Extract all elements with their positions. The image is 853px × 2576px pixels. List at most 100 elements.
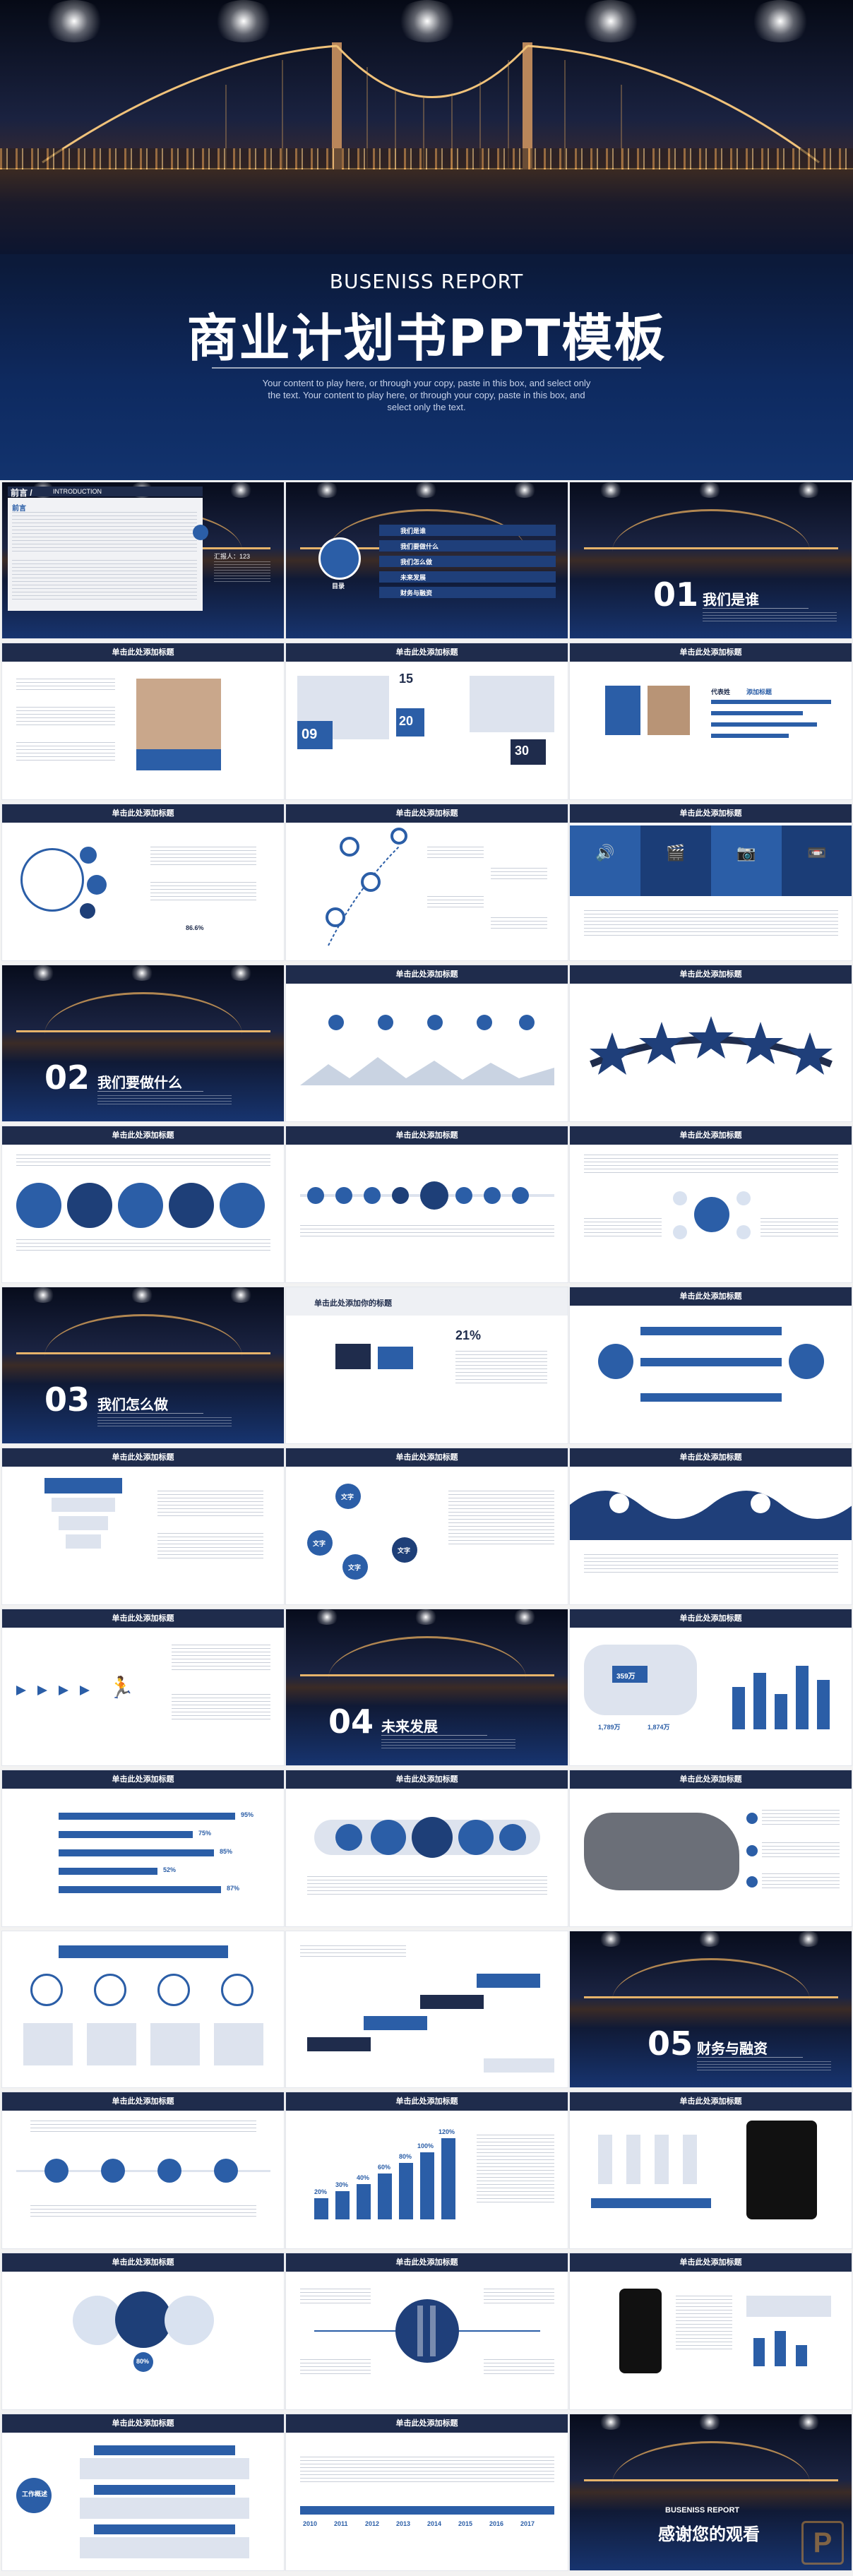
slide-staircase[interactable] — [285, 1931, 568, 2088]
number: 30 — [515, 744, 530, 758]
slide-hub-lines[interactable]: 单击此处添加标题 — [285, 2253, 568, 2410]
toc-item[interactable]: 财务与融资 — [400, 590, 433, 597]
year-label: 2013 — [396, 2520, 411, 2527]
world-map — [584, 1813, 739, 1890]
slide-tablet[interactable]: 单击此处添加标题 — [569, 2092, 852, 2249]
slide-closing[interactable]: BUSENISS REPORT 感谢您的观看 — [569, 2414, 852, 2571]
slide-icons[interactable]: 单击此处添加标题 🔊 🎬 📷 📼 — [569, 804, 852, 961]
slide-growth-bars[interactable]: 单击此处添加标题 20% 30% 40% 60% 80% 100% 120% — [285, 2092, 568, 2249]
slide-title: 单击此处添加标题 — [286, 2414, 568, 2433]
section-text — [97, 1095, 232, 1107]
slide-wave[interactable]: 单击此处添加标题 — [569, 1448, 852, 1605]
slide-title: 单击此处添加标题 — [2, 804, 284, 823]
percent-label: 52% — [163, 1866, 177, 1873]
number: 20 — [399, 714, 414, 728]
toc-item[interactable]: 我们要做什么 — [400, 543, 439, 550]
slide-toc[interactable]: 目录 我们是谁 我们要做什么 我们怎么做 未来发展 财务与融资 — [285, 482, 568, 639]
slide-section-4[interactable]: 04 未来发展 — [285, 1609, 568, 1766]
slide-pill-circles[interactable]: 单击此处添加标题 — [285, 1770, 568, 1927]
slide-title: 单击此处添加标题 — [286, 2092, 568, 2111]
year-label: 2015 — [458, 2520, 473, 2527]
toc-item[interactable]: 未来发展 — [400, 574, 426, 581]
slide-title: 单击此处添加标题 — [286, 1448, 568, 1467]
bubble-label: 文字 — [313, 1540, 326, 1547]
slide-runner[interactable]: 单击此处添加标题 🏃 — [1, 1609, 285, 1766]
slide-circle-chain[interactable]: 单击此处添加标题 — [1, 1126, 285, 1283]
intro-lead: 前言 — [12, 505, 26, 513]
slide-world-map[interactable]: 单击此处添加标题 — [569, 1770, 852, 1927]
slide-hub[interactable]: 单击此处添加标题 — [569, 1126, 852, 1283]
slide-bubbles[interactable]: 单击此处添加标题 文字 文字 文字 文字 — [285, 1448, 568, 1605]
slide-title: 单击此处添加标题 — [286, 1126, 568, 1145]
slide-circle-photos[interactable]: 单击此处添加标题 86.6% — [1, 804, 285, 961]
slide-devices[interactable]: 单击此处添加你的标题 21% — [285, 1287, 568, 1444]
slide-pins[interactable]: 单击此处添加标题 — [285, 804, 568, 961]
slide-title: 单击此处添加标题 — [570, 1609, 852, 1628]
percent-value: 80% — [136, 2358, 150, 2365]
slide-section-5[interactable]: 05 财务与融资 — [569, 1931, 852, 2088]
closing-subtitle: BUSENISS REPORT — [665, 2506, 740, 2515]
camera-icon: 📷 — [736, 844, 756, 861]
slide-timeline[interactable]: 单击此处添加标题 2010 2011 2012 2013 2014 2015 2… — [285, 2414, 568, 2571]
profile-name: 代表姓 — [711, 688, 731, 696]
intro-text — [12, 560, 197, 602]
slide-title: 单击此处添加标题 — [286, 1770, 568, 1789]
section-text — [97, 1417, 232, 1429]
slide-section-1[interactable]: 01 我们是谁 — [569, 482, 852, 639]
water-reflection — [0, 169, 853, 254]
hero-description: Your content to play here, or through yo… — [262, 378, 591, 412]
section-name: 我们是谁 — [703, 592, 759, 608]
toc-item[interactable]: 我们怎么做 — [400, 559, 433, 566]
slide-map-bars[interactable]: 单击此处添加标题 359万 1,789万 1,874万 — [569, 1609, 852, 1766]
slide-profile[interactable]: 单击此处添加标题 代表姓 添加标题 — [569, 643, 852, 800]
slide-funnel[interactable]: 单击此处添加标题 — [1, 1448, 285, 1605]
toc-label: 目录 — [332, 583, 345, 590]
user-icon — [605, 686, 640, 735]
percent-label: 95% — [241, 1811, 254, 1818]
intro-text — [12, 512, 197, 554]
slide-phone[interactable]: 单击此处添加标题 — [569, 2253, 852, 2410]
section-text — [703, 612, 837, 624]
slide-pins-row[interactable] — [1, 1931, 285, 2088]
slide-title: 单击此处添加标题 — [570, 1448, 852, 1467]
photo-circle — [20, 848, 84, 912]
slide-title: 单击此处添加标题 — [286, 804, 568, 823]
slide-circle-line[interactable]: 单击此处添加标题 — [285, 1126, 568, 1283]
stage-light — [395, 0, 459, 42]
mountain-graphic — [300, 1057, 554, 1085]
home-icon — [318, 537, 361, 580]
bubble-label: 文字 — [348, 1564, 362, 1571]
map-value: 359万 — [616, 1673, 636, 1681]
slide-photo-circles[interactable]: 单击此处添加标题 80% — [1, 2253, 285, 2410]
year-label: 2010 — [303, 2520, 318, 2527]
slide-title: 单击此处添加标题 — [286, 2253, 568, 2272]
toc-item[interactable]: 我们是谁 — [400, 527, 426, 535]
slide-intro[interactable]: 前言 / INTRODUCTION 前言 汇报人：123 — [1, 482, 285, 639]
wave-graphic — [570, 1491, 852, 1540]
slide-progress[interactable]: 单击此处添加标题 95% 75% 85% 52% 87% — [1, 1770, 285, 1927]
slide-stars[interactable]: 单击此处添加标题 — [569, 965, 852, 1122]
slide-cycle[interactable]: 单击此处添加标题 — [1, 2092, 285, 2249]
slide-title: 单击此处添加标题 — [570, 2092, 852, 2111]
section-number: 02 — [44, 1059, 90, 1097]
tape-icon: 📼 — [807, 844, 827, 861]
slide-work-summary[interactable]: 单击此处添加标题 工作概述 — [1, 2414, 285, 2571]
slide-section-2[interactable]: 02 我们要做什么 — [1, 965, 285, 1122]
watermark-logo: P — [801, 2521, 844, 2565]
portrait-photo — [136, 679, 221, 749]
star-row — [590, 1016, 833, 1075]
stage-light — [42, 0, 106, 42]
bar-label: 100% — [417, 2142, 434, 2149]
intro-stat: 汇报人：123 — [214, 553, 251, 560]
laptop-icon — [378, 1347, 413, 1369]
slide-section-3[interactable]: 03 我们怎么做 — [1, 1287, 285, 1444]
stage-light — [748, 0, 812, 42]
section-number: 04 — [328, 1703, 374, 1741]
bubble-label: 文字 — [398, 1547, 411, 1554]
slide-arrows[interactable]: 单击此处添加标题 — [569, 1287, 852, 1444]
bar-label: 30% — [335, 2181, 349, 2188]
pin-timeline — [326, 828, 407, 946]
slide-bullets[interactable]: 单击此处添加标题 — [1, 643, 285, 800]
slide-mountains[interactable]: 单击此处添加标题 — [285, 965, 568, 1122]
slide-numbers[interactable]: 单击此处添加标题 09 15 20 30 — [285, 643, 568, 800]
